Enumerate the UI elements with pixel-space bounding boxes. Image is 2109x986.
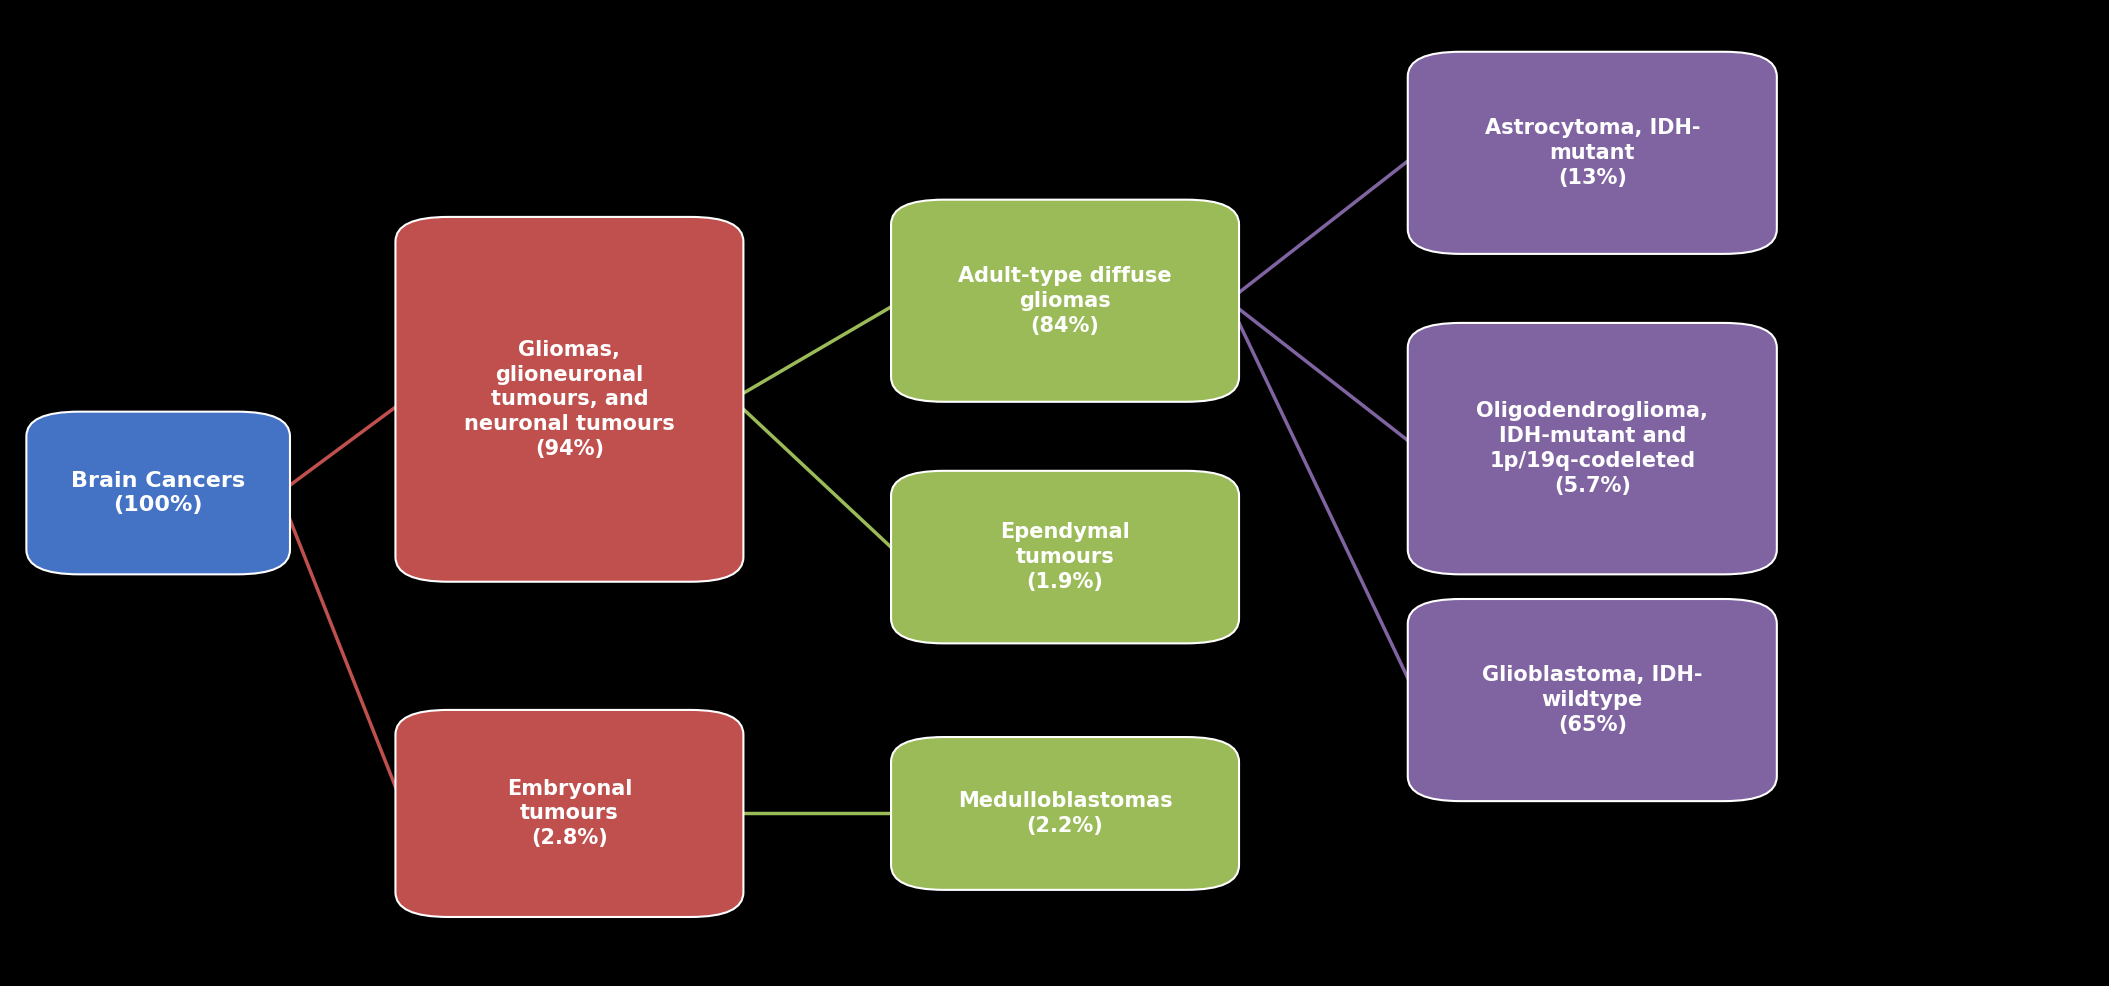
Text: Glioblastoma, IDH-
wildtype
(65%): Glioblastoma, IDH- wildtype (65%) [1483, 666, 1702, 735]
FancyBboxPatch shape [25, 412, 289, 574]
Text: Adult-type diffuse
gliomas
(84%): Adult-type diffuse gliomas (84%) [957, 266, 1173, 335]
FancyBboxPatch shape [890, 471, 1240, 644]
Text: Oligodendroglioma,
IDH-mutant and
1p/19q-codeleted
(5.7%): Oligodendroglioma, IDH-mutant and 1p/19q… [1476, 401, 1708, 496]
Text: Embryonal
tumours
(2.8%): Embryonal tumours (2.8%) [506, 779, 633, 848]
FancyBboxPatch shape [396, 710, 744, 917]
FancyBboxPatch shape [1409, 51, 1776, 254]
FancyBboxPatch shape [396, 217, 744, 582]
Text: Gliomas,
glioneuronal
tumours, and
neuronal tumours
(94%): Gliomas, glioneuronal tumours, and neuro… [464, 340, 675, 458]
FancyBboxPatch shape [890, 738, 1240, 889]
Text: Medulloblastomas
(2.2%): Medulloblastomas (2.2%) [957, 791, 1173, 836]
Text: Astrocytoma, IDH-
mutant
(13%): Astrocytoma, IDH- mutant (13%) [1485, 118, 1700, 187]
FancyBboxPatch shape [890, 200, 1240, 402]
Text: Brain Cancers
(100%): Brain Cancers (100%) [72, 470, 245, 516]
FancyBboxPatch shape [1409, 599, 1776, 801]
FancyBboxPatch shape [1409, 322, 1776, 574]
Text: Ependymal
tumours
(1.9%): Ependymal tumours (1.9%) [1000, 523, 1130, 592]
